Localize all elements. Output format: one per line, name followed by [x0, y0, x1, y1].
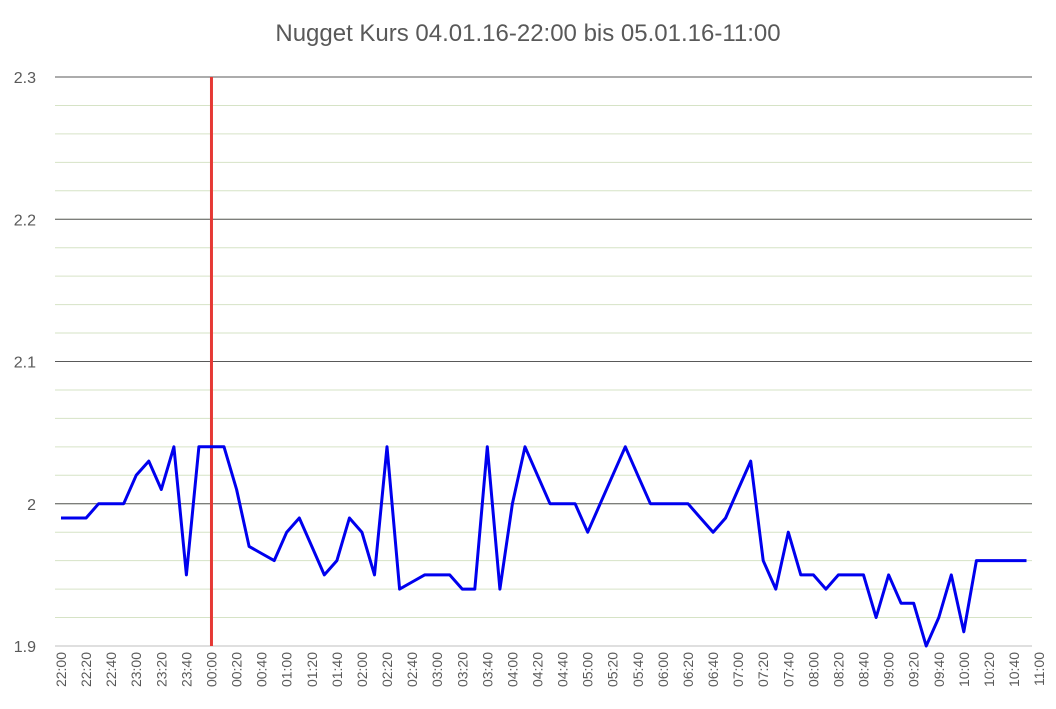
- x-tick-label: 01:00: [279, 652, 295, 687]
- chart-title: Nugget Kurs 04.01.16-22:00 bis 05.01.16-…: [275, 20, 781, 47]
- x-tick-label: 23:40: [178, 652, 194, 687]
- x-tick-label: 09:20: [906, 652, 922, 687]
- y-tick-label: 2.1: [14, 355, 36, 372]
- x-tick-label: 06:20: [680, 652, 696, 687]
- x-tick-label: 02:00: [354, 652, 370, 687]
- x-tick-label: 05:40: [630, 652, 646, 687]
- x-tick-label: 08:40: [856, 652, 872, 687]
- x-tick-label: 07:40: [780, 652, 796, 687]
- x-tick-label: 22:00: [53, 652, 69, 687]
- x-tick-label: 06:40: [705, 652, 721, 687]
- x-tick-label: 08:20: [830, 652, 846, 687]
- x-tick-label: 04:00: [504, 652, 520, 687]
- x-tick-label: 00:20: [229, 652, 245, 687]
- series-line: [61, 445, 1027, 648]
- x-tick-label: 04:40: [555, 652, 571, 687]
- x-tick-label: 03:00: [429, 652, 445, 687]
- x-tick-label: 11:00: [1031, 652, 1047, 686]
- x-tick-label: 07:00: [730, 652, 746, 687]
- x-tick-label: 00:00: [203, 652, 219, 687]
- x-tick-label: 23:00: [128, 652, 144, 687]
- x-tick-label: 07:20: [755, 652, 771, 687]
- x-tick-label: 02:40: [404, 652, 420, 687]
- x-tick-label: 09:00: [881, 652, 897, 687]
- x-tick-label: 01:20: [304, 652, 320, 687]
- x-tick-label: 05:00: [580, 652, 596, 687]
- x-tick-label: 04:20: [530, 652, 546, 687]
- x-tick-label: 10:40: [1006, 652, 1022, 687]
- x-tick-label: 00:40: [254, 652, 270, 687]
- x-tick-label: 06:00: [655, 652, 671, 687]
- x-tick-label: 22:20: [78, 652, 94, 687]
- y-tick-label: 2.3: [14, 70, 36, 87]
- x-tick-label: 08:00: [805, 652, 821, 687]
- x-tick-label: 03:40: [479, 652, 495, 687]
- x-tick-label: 10:00: [956, 652, 972, 687]
- y-tick-label: 2: [27, 497, 36, 514]
- x-tick-label: 05:20: [605, 652, 621, 687]
- y-tick-label: 2.2: [14, 212, 36, 229]
- x-tick-label: 03:20: [454, 652, 470, 687]
- x-tick-label: 23:20: [153, 652, 169, 687]
- x-tick-label: 09:40: [931, 652, 947, 687]
- x-tick-label: 10:20: [981, 652, 997, 687]
- x-tick-label: 02:20: [379, 652, 395, 687]
- y-tick-label: 1.9: [14, 639, 36, 656]
- x-tick-label: 01:40: [329, 652, 345, 687]
- x-tick-label: 22:40: [103, 652, 119, 687]
